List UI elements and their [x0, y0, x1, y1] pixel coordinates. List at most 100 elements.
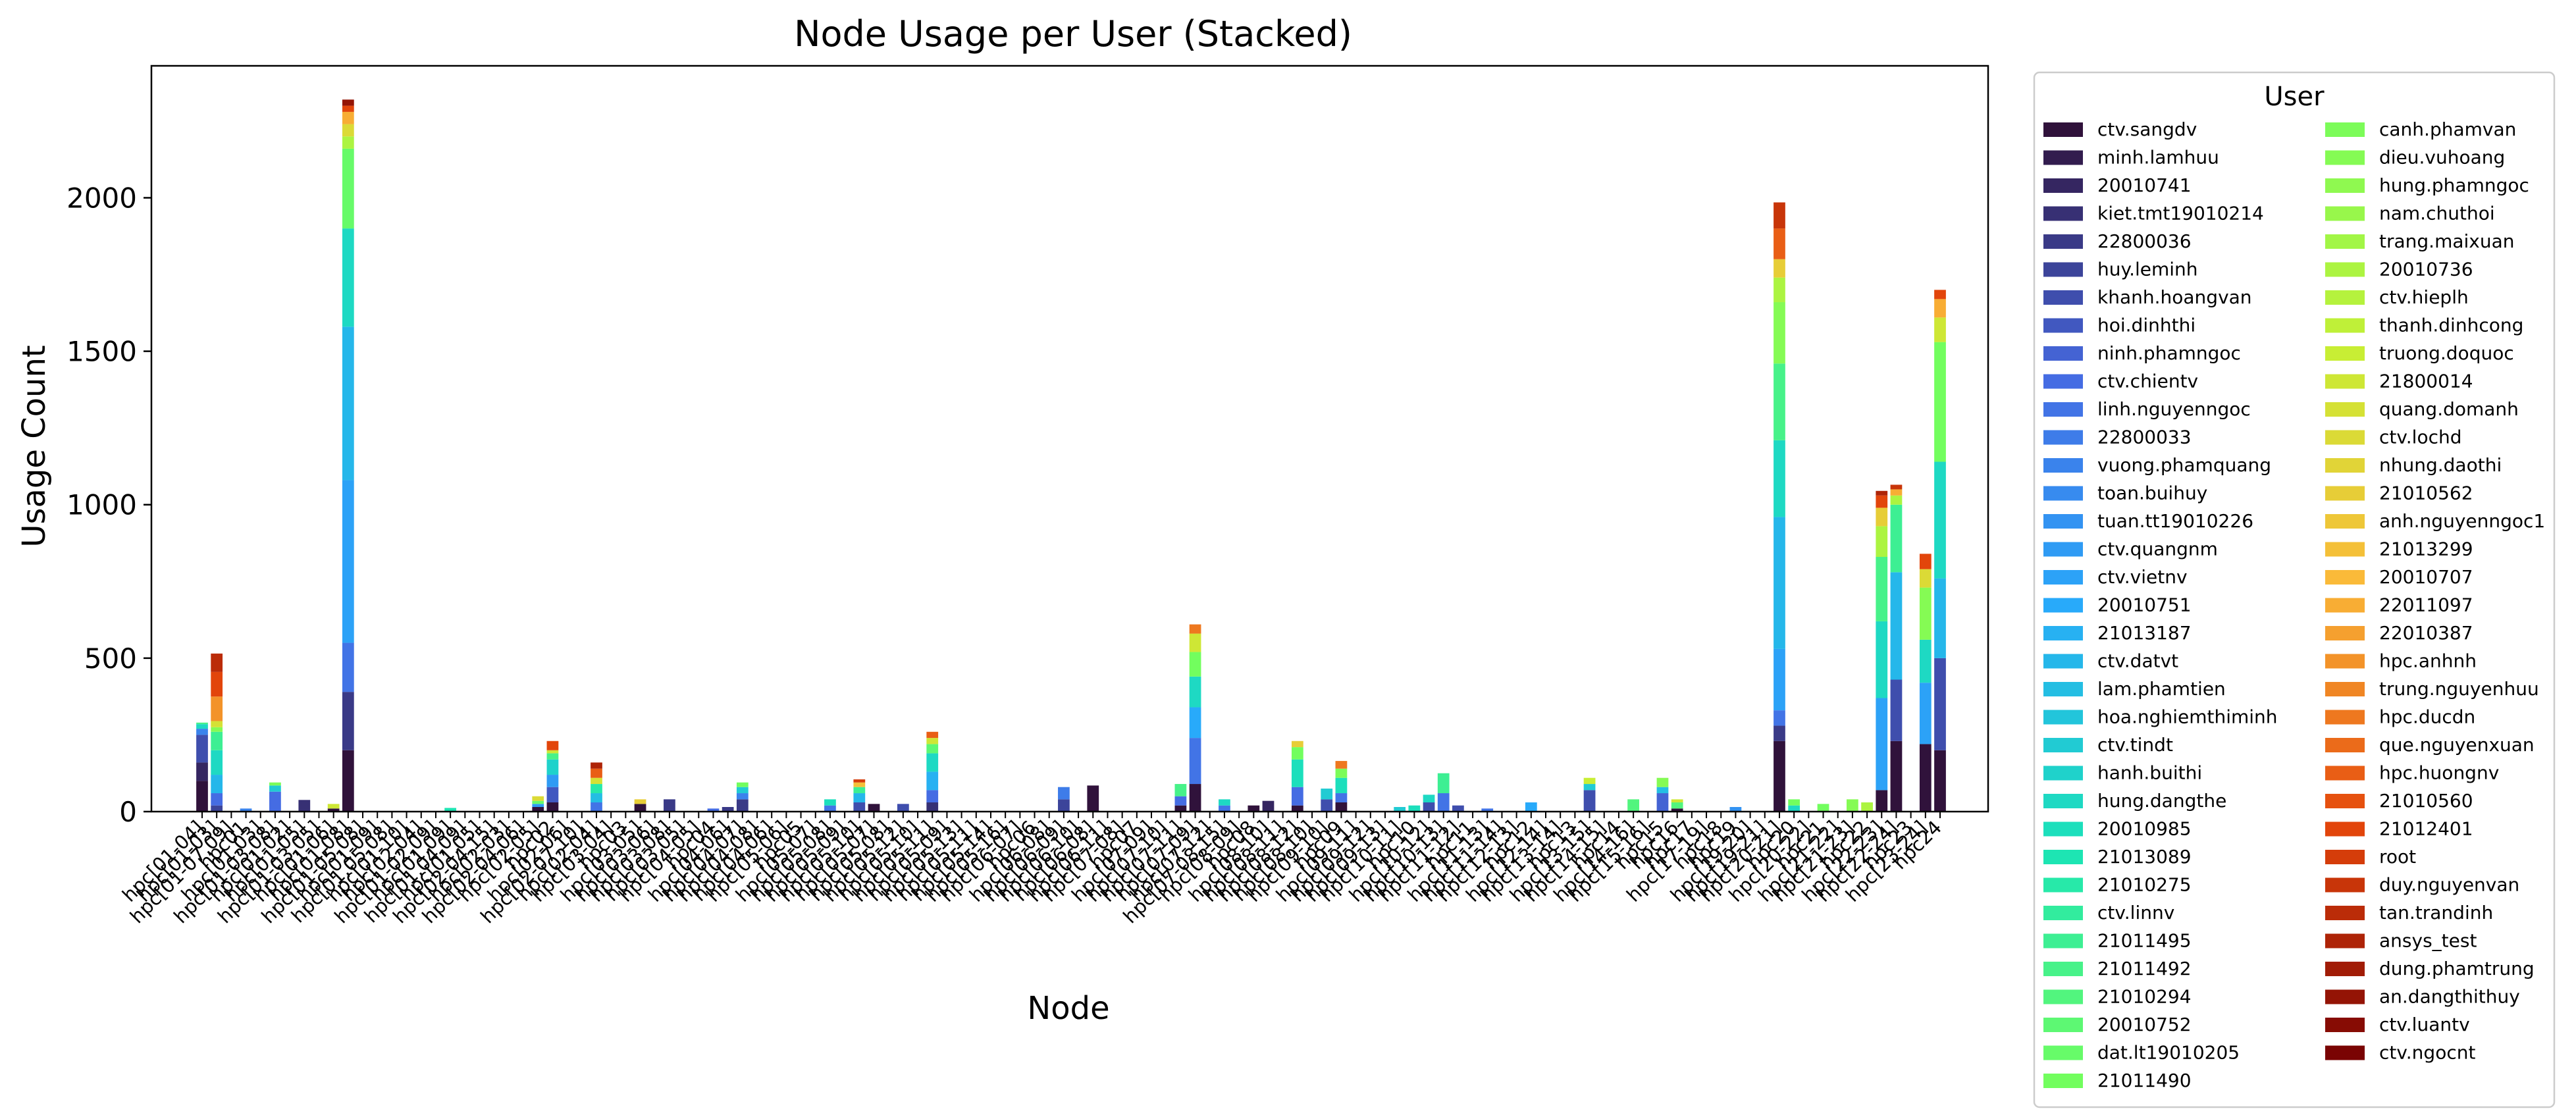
legend-entry: ctv.hieplh — [2379, 286, 2469, 308]
bar-segment — [1774, 741, 1785, 812]
legend-entry: thanh.dinhcong — [2379, 315, 2523, 336]
legend-entry: 20010752 — [2097, 1014, 2192, 1035]
bar-segment — [1291, 759, 1303, 787]
legend-swatch — [2325, 962, 2365, 976]
legend-swatch — [2043, 794, 2083, 808]
bar-segment — [1248, 805, 1260, 812]
y-tick-label: 2000 — [66, 182, 137, 214]
legend-entry: 21010294 — [2097, 986, 2192, 1008]
bar-segment — [926, 771, 939, 791]
bar-segment — [1890, 741, 1903, 812]
bar-segment — [591, 784, 602, 794]
legend-swatch — [2043, 682, 2083, 696]
bar-segment — [1219, 799, 1230, 806]
legend-swatch — [2043, 178, 2083, 193]
bar-segment — [1189, 633, 1201, 652]
y-tick-label: 500 — [84, 642, 137, 675]
bar-segment — [926, 738, 939, 744]
bar-segment — [1335, 802, 1348, 812]
legend-entry: ctv.chientv — [2097, 371, 2198, 392]
bar-segment — [1934, 299, 1946, 318]
legend-entry: que.nguyenxuan — [2379, 734, 2535, 756]
legend-entry: minh.lamhuu — [2097, 147, 2219, 169]
bar-segment — [1847, 799, 1858, 812]
legend-entry: quang.domanh — [2379, 398, 2519, 420]
bar-segment — [853, 787, 866, 794]
bars-layer — [196, 99, 1946, 812]
bar-segment — [1934, 578, 1946, 658]
bar-segment — [342, 124, 354, 137]
legend-entry: 22800033 — [2097, 427, 2192, 448]
bar-segment — [211, 671, 223, 697]
bar-segment — [1189, 676, 1201, 708]
bar-segment — [1481, 808, 1494, 812]
legend-swatch — [2043, 710, 2083, 725]
bar-segment — [1934, 317, 1946, 342]
bar-segment — [1656, 787, 1669, 794]
legend-swatch — [2325, 458, 2365, 473]
legend-entry: ctv.quangnm — [2097, 538, 2218, 560]
bar-segment — [1919, 683, 1932, 744]
bar-segment — [736, 787, 749, 794]
legend-entry: dat.lt19010205 — [2097, 1042, 2240, 1064]
legend-entry: 22010387 — [2379, 622, 2473, 644]
legend-swatch — [2043, 402, 2083, 417]
bar-segment — [342, 642, 354, 692]
legend-entry: dieu.vuhoang — [2379, 147, 2505, 169]
legend-swatch — [2043, 738, 2083, 752]
bar-segment — [342, 111, 354, 124]
legend-entry: ctv.datvt — [2097, 650, 2178, 672]
legend-swatch — [2325, 402, 2365, 417]
legend-swatch — [2043, 906, 2083, 920]
chart-title: Node Usage per User (Stacked) — [794, 13, 1352, 55]
bar-segment — [1335, 793, 1348, 803]
bar-segment — [1335, 761, 1348, 769]
legend-swatch — [2043, 346, 2083, 361]
bar-segment — [853, 793, 866, 803]
y-tick-label: 0 — [119, 796, 137, 828]
legend-swatch — [2043, 318, 2083, 333]
bar-segment — [926, 744, 939, 754]
legend-swatch — [2325, 682, 2365, 696]
bar-segment — [546, 759, 559, 775]
legend-swatch — [2325, 486, 2365, 501]
bar-segment — [1934, 750, 1946, 812]
bar-segment — [868, 804, 880, 812]
legend-entry: 20010741 — [2097, 174, 2192, 196]
bar-segment — [591, 762, 602, 769]
bar-segment — [1058, 787, 1070, 800]
legend-entry: 21013187 — [2097, 622, 2192, 644]
legend-swatch — [2043, 374, 2083, 389]
bar-segment — [1262, 800, 1275, 812]
bar-segment — [546, 802, 559, 812]
bar-segment — [1408, 805, 1421, 812]
bar-segment — [1919, 744, 1932, 812]
legend-entry: ctv.ngocnt — [2379, 1042, 2475, 1064]
bar-segment — [211, 793, 223, 806]
legend-swatch — [2325, 850, 2365, 864]
bar-segment — [1525, 802, 1537, 812]
bar-segment — [211, 775, 223, 794]
legend-swatch — [2043, 933, 2083, 949]
bar-segment — [1774, 725, 1785, 741]
legend-swatch — [2325, 570, 2365, 585]
legend-entry: ctv.luantv — [2379, 1014, 2470, 1035]
bar-segment — [1774, 440, 1785, 517]
bar-segment — [1890, 489, 1903, 496]
bar-segment — [1583, 784, 1596, 791]
bar-segment — [926, 753, 939, 772]
legend-swatch — [2325, 1018, 2365, 1032]
legend-swatch — [2325, 877, 2365, 893]
legend-entry: ninh.phamngoc — [2097, 342, 2241, 364]
legend-swatch — [2043, 1018, 2083, 1032]
bar-segment — [1219, 805, 1230, 812]
legend-entry: 20010736 — [2379, 259, 2473, 280]
bar-segment — [1627, 799, 1639, 812]
bar-segment — [1876, 495, 1888, 508]
bar-segment — [211, 750, 223, 775]
bar-segment — [298, 800, 311, 812]
legend-entry: 21013089 — [2097, 846, 2192, 868]
legend-swatch — [2325, 766, 2365, 781]
bar-segment — [546, 787, 559, 803]
